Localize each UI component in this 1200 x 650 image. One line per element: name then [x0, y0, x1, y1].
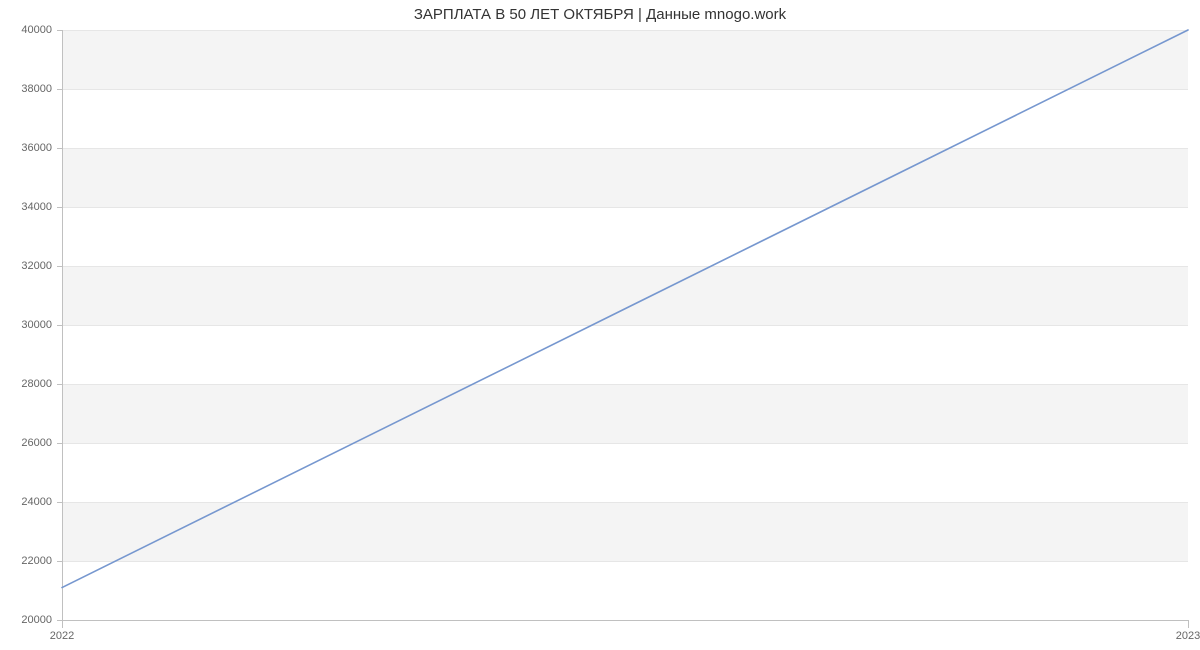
y-tick-label: 36000	[21, 142, 52, 154]
plot-area	[62, 30, 1188, 620]
y-tick-mark	[57, 384, 62, 385]
y-tick-mark	[57, 561, 62, 562]
y-tick-label: 24000	[21, 496, 52, 508]
y-tick-label: 22000	[21, 555, 52, 567]
x-tick-mark	[62, 620, 63, 628]
y-tick-mark	[57, 30, 62, 31]
y-tick-label: 34000	[21, 201, 52, 213]
chart-container: ЗАРПЛАТА В 50 ЛЕТ ОКТЯБРЯ | Данные mnogo…	[0, 0, 1200, 650]
y-tick-mark	[57, 266, 62, 267]
y-tick-mark	[57, 502, 62, 503]
y-tick-label: 28000	[21, 378, 52, 390]
x-axis-line	[62, 620, 1188, 621]
line-series-layer	[62, 30, 1188, 620]
x-tick-label: 2022	[50, 630, 74, 642]
y-tick-mark	[57, 148, 62, 149]
chart-title: ЗАРПЛАТА В 50 ЛЕТ ОКТЯБРЯ | Данные mnogo…	[0, 6, 1200, 23]
series-line	[62, 30, 1188, 588]
y-tick-mark	[57, 89, 62, 90]
y-tick-label: 38000	[21, 83, 52, 95]
y-tick-mark	[57, 443, 62, 444]
y-tick-mark	[57, 325, 62, 326]
y-tick-label: 32000	[21, 260, 52, 272]
y-tick-label: 40000	[21, 24, 52, 36]
y-tick-mark	[57, 207, 62, 208]
x-tick-mark	[1188, 620, 1189, 628]
y-tick-label: 26000	[21, 437, 52, 449]
y-tick-label: 20000	[21, 614, 52, 626]
x-tick-label: 2023	[1176, 630, 1200, 642]
y-tick-label: 30000	[21, 319, 52, 331]
